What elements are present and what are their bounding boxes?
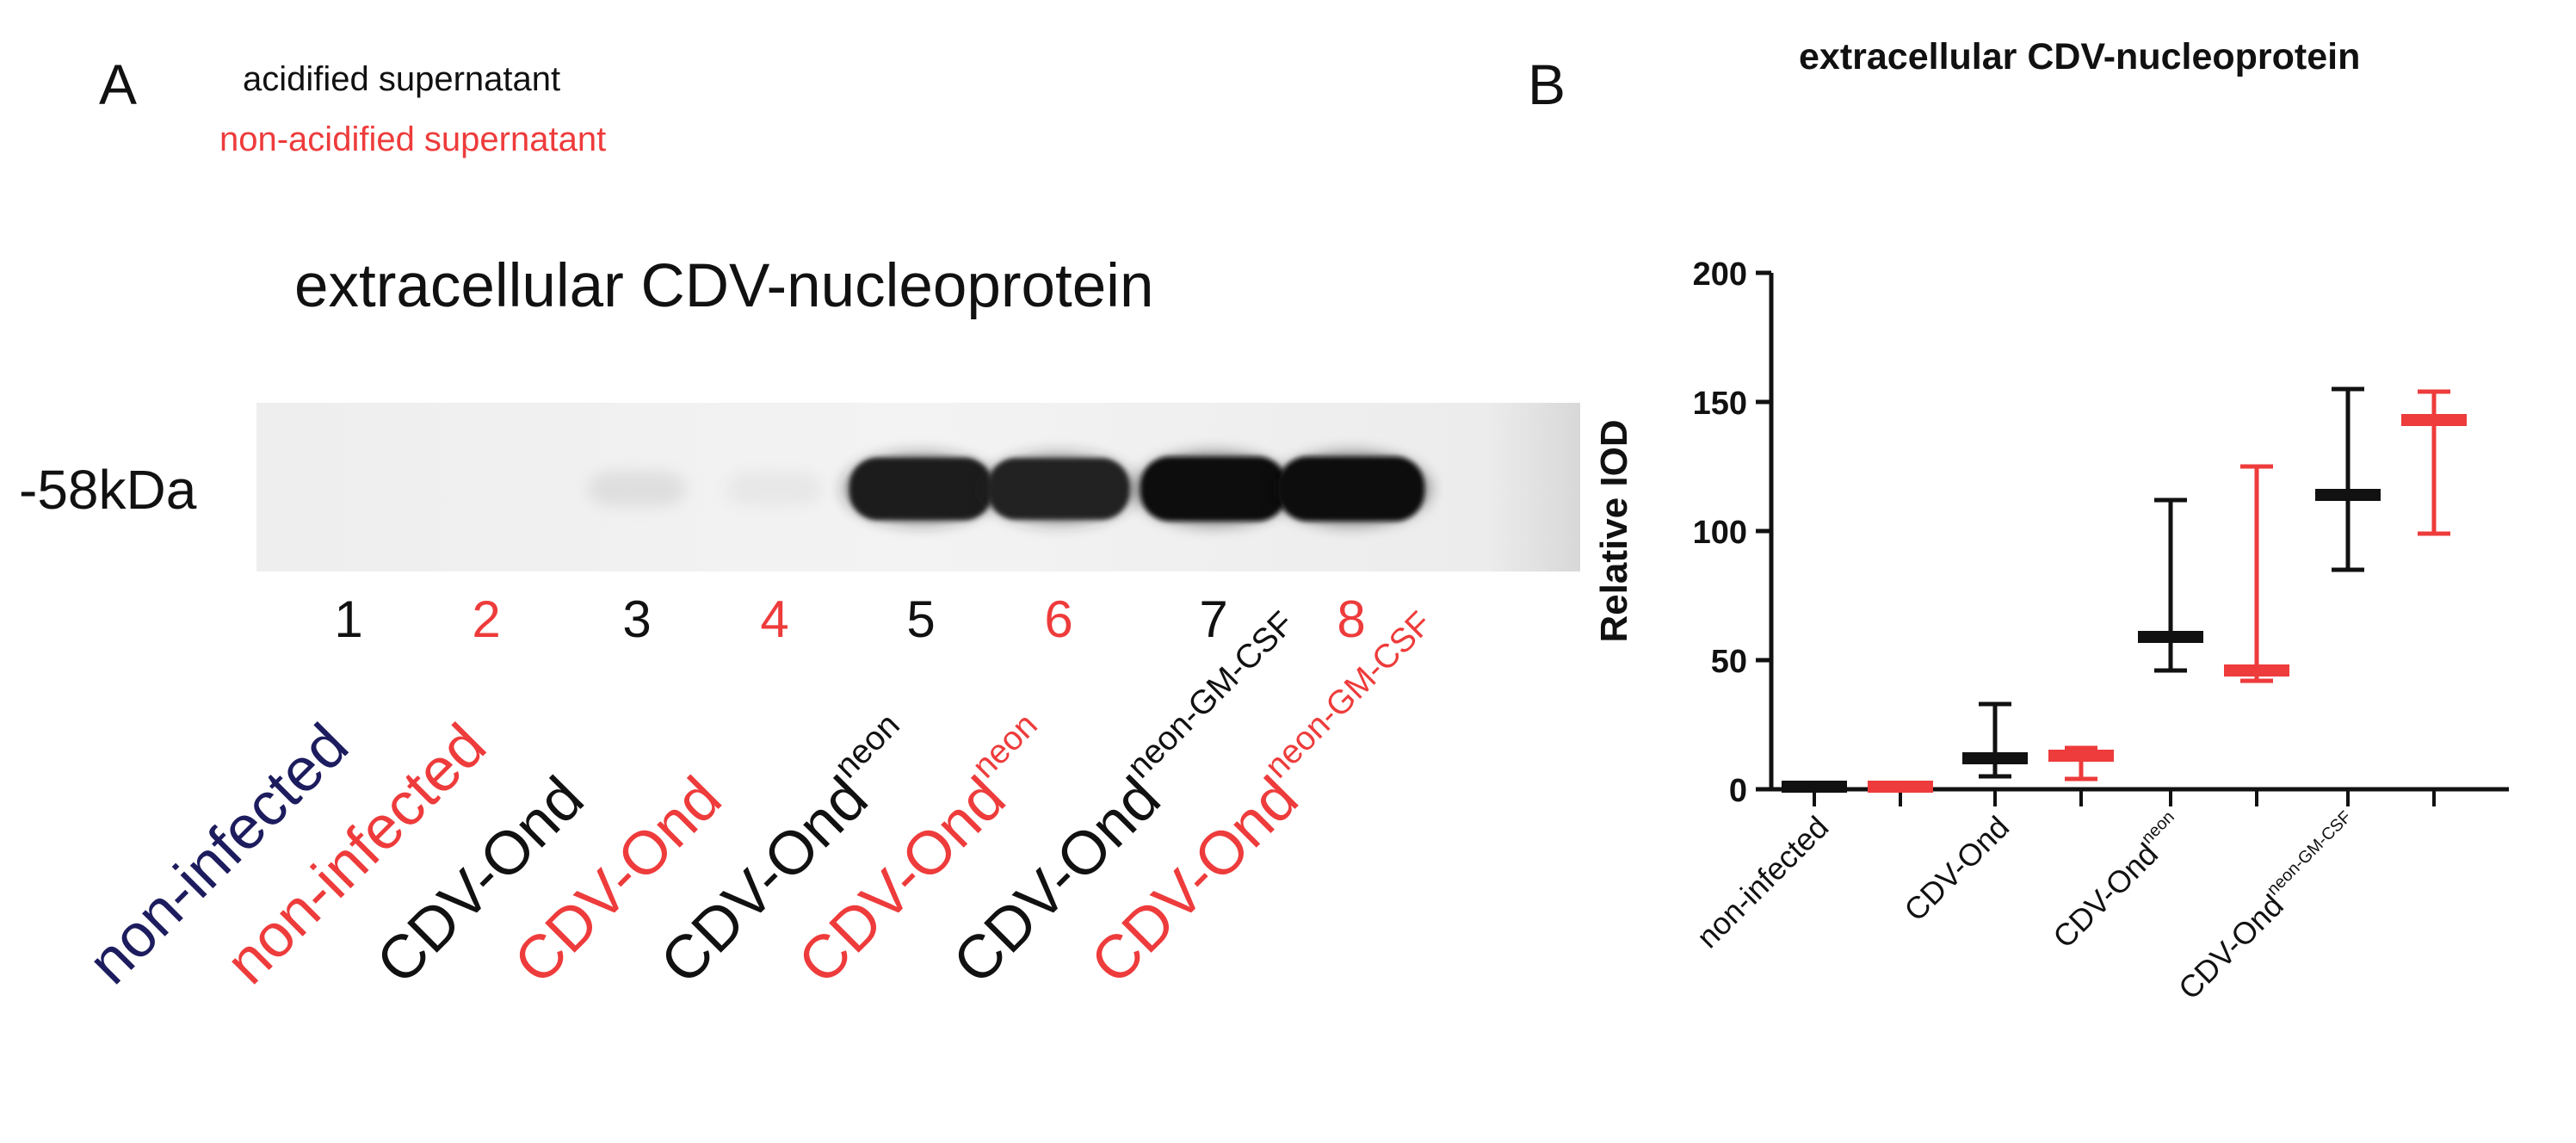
box-marker xyxy=(2315,386,2381,572)
blot-band xyxy=(1278,456,1424,522)
x-category-label: non-infected xyxy=(1690,809,1836,955)
panel-a-letter: A xyxy=(99,53,138,116)
lane-number: 8 xyxy=(1337,590,1366,648)
x-category-label-text: CDV-Ond xyxy=(2171,887,2290,1007)
lane-number: 3 xyxy=(622,590,652,648)
box-marker xyxy=(2138,497,2203,673)
panel-b-letter: B xyxy=(1528,53,1566,116)
y-tick-label: 50 xyxy=(1711,644,1747,680)
lane-number: 1 xyxy=(334,590,363,648)
iod-chart: Relative IOD 0 50 100 150 200 xyxy=(1593,256,2509,809)
y-axis-label: Relative IOD xyxy=(1593,419,1635,642)
x-category-label: CDV-Ond xyxy=(1897,809,2017,929)
blot-title: extracellular CDV-nucleoprotein xyxy=(294,252,1154,320)
lane-number: 6 xyxy=(1044,590,1073,648)
blot-bands xyxy=(586,453,1430,525)
lane-number: 2 xyxy=(472,590,501,648)
box-marker xyxy=(1962,701,2028,779)
x-category-label-text: CDV-Ond xyxy=(2046,836,2165,955)
box-marker xyxy=(2401,389,2467,536)
x-category-label: CDV-Ondneon-GM-CSF xyxy=(2171,807,2369,1007)
western-blot-image xyxy=(256,403,1580,572)
box-marker xyxy=(2224,464,2289,683)
y-tick-label: 100 xyxy=(1693,515,1747,551)
x-category-label-text: non-infected xyxy=(1690,809,1836,955)
blot-band xyxy=(1140,456,1287,522)
blot-band xyxy=(849,457,993,521)
box-marker xyxy=(2048,745,2114,782)
lane-number: 5 xyxy=(906,590,936,648)
legend-acidified: acidified supernatant xyxy=(243,60,561,98)
chart-title: extracellular CDV-nucleoprotein xyxy=(1799,36,2361,77)
x-category-label: CDV-Ondneon xyxy=(2046,807,2192,955)
y-tick-label: 200 xyxy=(1693,256,1747,293)
x-category-label-text: CDV-Ond xyxy=(1897,809,2017,929)
lane-number: 7 xyxy=(1199,590,1228,648)
blot-band xyxy=(730,475,819,503)
lane-number: 4 xyxy=(760,590,789,648)
blot-band xyxy=(987,458,1130,520)
y-tick-label: 150 xyxy=(1693,386,1747,422)
legend-non-acidified: non-acidified supernatant xyxy=(219,120,607,158)
blot-band xyxy=(591,474,683,504)
y-tick-label: 0 xyxy=(1729,773,1747,809)
molecular-weight-marker: -58kDa xyxy=(19,459,197,521)
